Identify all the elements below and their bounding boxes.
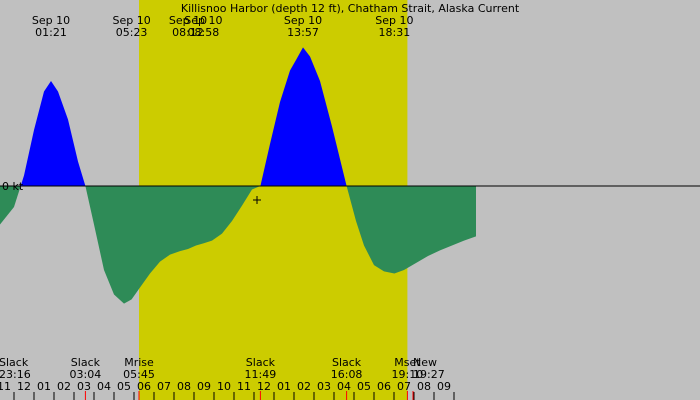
hour-tick-label-21: 08 (417, 380, 431, 393)
hour-tick-label-19: 06 (377, 380, 391, 393)
hour-tick-label-11: 10 (217, 380, 231, 393)
hour-tick-label-16: 03 (317, 380, 331, 393)
hour-tick-label-20: 07 (397, 380, 411, 393)
hour-tick-label-8: 07 (157, 380, 171, 393)
bottom-event-label-2: Mrise (124, 356, 154, 369)
top-event-time-0: 01:21 (35, 26, 67, 39)
ebb-area-4 (346, 186, 476, 274)
top-event-time-5: 18:31 (379, 26, 411, 39)
top-event-date-0: Sep 10 (32, 14, 70, 27)
hour-tick-label-2: 01 (37, 380, 51, 393)
hour-tick-label-15: 02 (297, 380, 311, 393)
bottom-event-label-5: Mset (394, 356, 421, 369)
hour-tick-label-12: 11 (237, 380, 251, 393)
bottom-event-label-1: Slack (71, 356, 101, 369)
hour-tick-label-18: 05 (357, 380, 371, 393)
hour-tick-label-5: 04 (97, 380, 111, 393)
top-event-date-2: Sep 10 (169, 14, 207, 27)
current-time-marker (253, 196, 261, 204)
current-areas (0, 47, 476, 304)
hour-tick-label-14: 01 (277, 380, 291, 393)
hour-tick-label-4: 03 (77, 380, 91, 393)
hour-tick-label-7: 06 (137, 380, 151, 393)
hour-tick-label-3: 02 (57, 380, 71, 393)
top-event-time-3: 08:58 (188, 26, 220, 39)
bottom-event-time-6: 19:27 (413, 368, 445, 381)
bottom-event-time-4: 16:08 (331, 368, 363, 381)
ebb-area-0 (0, 186, 21, 225)
hour-tick-label-17: 04 (337, 380, 351, 393)
hour-tick-label-10: 09 (197, 380, 211, 393)
bottom-event-label-6: New (413, 356, 437, 369)
hour-tick-label-1: 12 (17, 380, 31, 393)
bottom-event-time-2: 05:45 (123, 368, 155, 381)
top-event-date-4: Sep 10 (284, 14, 322, 27)
top-event-date-5: Sep 10 (375, 14, 413, 27)
hour-ticks: 11 12 01 02 03 04 05 06 07 08 09 10 11 12 01 02 03 04 05 06… (0, 380, 455, 400)
top-event-time-1: 05:23 (116, 26, 148, 39)
hour-tick-label-6: 05 (117, 380, 131, 393)
bottom-event-labels: Slack23:16Slack03:04Mrise05:45Slack11:49… (0, 356, 445, 381)
bottom-event-time-3: 11:49 (245, 368, 277, 381)
top-event-date-1: Sep 10 (112, 14, 150, 27)
hour-tick-label-13: 12 (257, 380, 271, 393)
event-markers (84, 391, 414, 400)
hour-tick-label-0: 11 (0, 380, 11, 393)
flood-area-1 (20, 81, 86, 186)
chart-title: Killisnoo Harbor (depth 12 ft), Chatham … (181, 2, 520, 15)
bottom-event-time-1: 03:04 (70, 368, 102, 381)
zero-label: 0 kt (2, 180, 24, 193)
bottom-event-time-5: 19:10 (392, 368, 424, 381)
top-event-time-4: 13:57 (287, 26, 319, 39)
flood-area-3 (260, 47, 347, 187)
bottom-event-label-0: Slack (0, 356, 29, 369)
bottom-event-label-4: Slack (332, 356, 362, 369)
hour-tick-label-9: 08 (177, 380, 191, 393)
ebb-area-2 (85, 186, 261, 304)
top-event-time-2: 08:12 (172, 26, 204, 39)
bottom-event-time-0: 23:16 (0, 368, 31, 381)
bottom-event-label-3: Slack (246, 356, 276, 369)
top-event-date-3: Sep 10 (184, 14, 222, 27)
hour-tick-label-22: 09 (437, 380, 451, 393)
